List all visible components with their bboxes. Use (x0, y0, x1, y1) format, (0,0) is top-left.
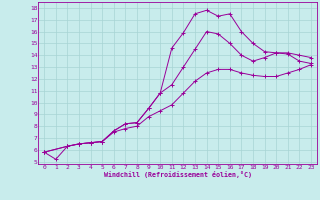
X-axis label: Windchill (Refroidissement éolien,°C): Windchill (Refroidissement éolien,°C) (104, 171, 252, 178)
